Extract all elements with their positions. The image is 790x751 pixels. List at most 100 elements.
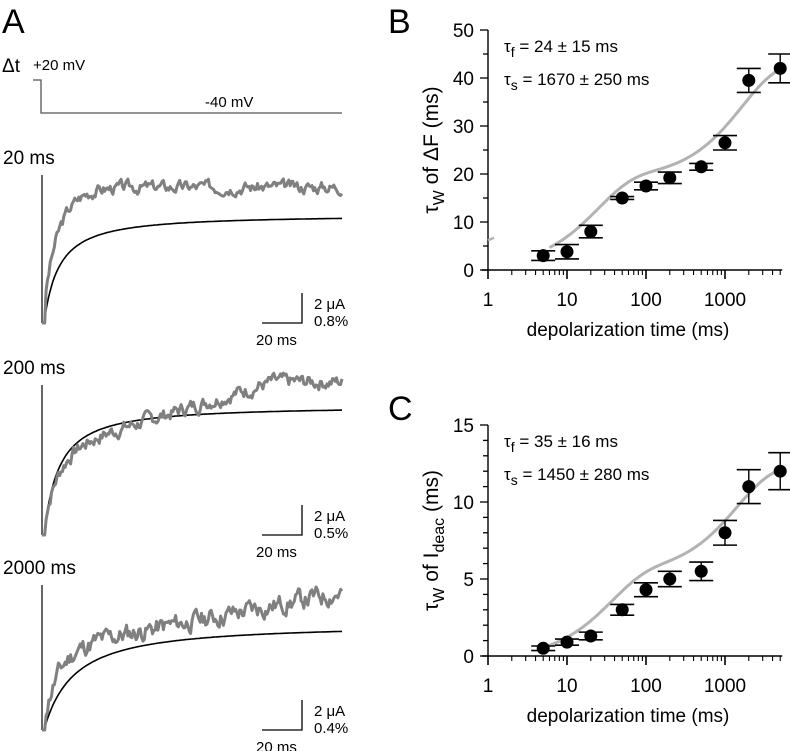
y-tick-label: 0 xyxy=(463,647,474,668)
annotation-text: = 24 ± 15 ms xyxy=(515,37,618,56)
data-point-group xyxy=(634,179,658,193)
y-tick-label: 30 xyxy=(453,117,474,138)
data-point-group xyxy=(578,224,603,239)
data-point-group xyxy=(736,468,761,505)
y-tick-label: 5 xyxy=(463,570,474,591)
data-point xyxy=(742,480,756,494)
tau-subscript: f xyxy=(511,44,515,60)
data-point-group xyxy=(555,635,579,649)
holding-voltage-label: -40 mV xyxy=(205,94,253,111)
data-point-group xyxy=(531,249,556,263)
data-point-group xyxy=(610,603,635,617)
data-point xyxy=(773,464,787,478)
fit-trace xyxy=(43,630,342,731)
y-label-text2: (ms) xyxy=(420,470,443,518)
panel-letter-a: A xyxy=(2,3,25,41)
tau-symbol: τ xyxy=(504,432,511,451)
scale-percent-label: 0.8% xyxy=(314,313,348,330)
y-axis-label: τW of Ideac (ms) xyxy=(420,470,448,611)
fit-curve xyxy=(548,68,781,249)
fit-trace xyxy=(43,409,342,536)
tau-subscript: s xyxy=(511,77,518,93)
step-voltage-label: +20 mV xyxy=(33,57,85,74)
fit-annotation: τs = 1670 ± 250 ms xyxy=(504,70,649,93)
tau-symbol: τ xyxy=(504,465,511,484)
y-tick-label: 10 xyxy=(453,213,474,234)
y-label-sub: W xyxy=(431,189,448,205)
fit-trace xyxy=(43,217,342,324)
y-tick-label: 20 xyxy=(453,165,474,186)
scale-time-label: 20 ms xyxy=(256,544,297,561)
y-axis-label: τW of ΔF (ms) xyxy=(420,86,448,213)
y-label-sub2: deac xyxy=(431,518,448,553)
data-point-group xyxy=(555,243,579,260)
scale-bar xyxy=(262,700,303,731)
data-point-group xyxy=(713,134,737,151)
scale-percent-label: 0.5% xyxy=(314,525,348,542)
x-axis-label: depolarization time (ms) xyxy=(527,320,730,341)
trace-duration-label: 20 ms xyxy=(3,148,55,169)
data-point-group xyxy=(610,191,635,205)
scale-current-label: 2 μA xyxy=(314,703,345,720)
data-point xyxy=(694,564,708,578)
x-tick-label: 100 xyxy=(630,290,662,311)
x-axis-label: depolarization time (ms) xyxy=(527,706,730,727)
y-tick-label: 15 xyxy=(453,416,474,437)
data-point-group xyxy=(768,53,790,84)
scale-time-label: 20 ms xyxy=(256,332,297,349)
x-tick-label: 1 xyxy=(483,290,494,311)
delta-t-label: Δt xyxy=(2,56,21,77)
data-point-group xyxy=(578,629,603,643)
data-point xyxy=(536,249,550,263)
fit-annotation: τf = 24 ± 15 ms xyxy=(504,37,618,60)
annotation-text: = 1670 ± 250 ms xyxy=(518,70,650,89)
data-point-group xyxy=(657,570,682,588)
y-label-tau: τ xyxy=(420,602,443,611)
data-trace xyxy=(41,585,344,732)
data-point-group xyxy=(713,519,737,546)
fit-curve xyxy=(539,468,781,650)
panel-letter-c: C xyxy=(388,390,413,428)
trace-group: 200 ms 2 μA0.5% 20 ms xyxy=(3,358,348,561)
data-trace xyxy=(41,371,344,537)
scale-bar xyxy=(262,293,303,324)
fit-annotation: τf = 35 ± 16 ms xyxy=(504,432,618,455)
y-label-text: of I xyxy=(420,553,443,588)
scale-percent-label: 0.4% xyxy=(314,720,348,737)
data-point xyxy=(615,603,629,617)
data-point xyxy=(584,629,598,643)
data-point xyxy=(639,583,653,597)
panel-a: A Δt +20 mV -40 mV 20 ms2 μA0.8%20 ms200… xyxy=(2,3,348,751)
data-point xyxy=(615,191,629,205)
data-point xyxy=(718,136,732,150)
trace-group: 2000 ms 2 μA0.4% 20 ms xyxy=(3,558,348,751)
data-point-group xyxy=(768,451,790,491)
trace-group: 20 ms 2 μA0.8% 20 ms xyxy=(3,148,348,349)
data-point-group xyxy=(689,160,714,174)
fit-annotation: τs = 1450 ± 280 ms xyxy=(504,465,649,488)
y-label-tau: τ xyxy=(420,205,443,214)
trace-duration-label: 2000 ms xyxy=(3,558,76,579)
data-point xyxy=(639,179,653,193)
data-point xyxy=(718,526,732,540)
y-label-sub: W xyxy=(431,587,448,603)
data-point xyxy=(560,245,574,259)
annotation-text: = 1450 ± 280 ms xyxy=(518,465,650,484)
data-point xyxy=(663,171,677,185)
data-trace xyxy=(41,177,344,325)
x-tick-label: 100 xyxy=(630,676,662,697)
scale-time-label: 20 ms xyxy=(256,739,297,751)
data-point-group xyxy=(736,67,761,94)
y-tick-label: 10 xyxy=(453,493,474,514)
data-point xyxy=(742,73,756,87)
data-point xyxy=(663,572,677,586)
tau-symbol: τ xyxy=(504,70,511,89)
y-tick-label: 50 xyxy=(453,21,474,42)
fit-curve-fragment xyxy=(487,236,495,242)
x-tick-label: 10 xyxy=(556,676,577,697)
tau-symbol: τ xyxy=(504,37,511,56)
data-point xyxy=(694,160,708,174)
scale-bar xyxy=(262,505,303,536)
panel-letter-b: B xyxy=(388,3,411,41)
